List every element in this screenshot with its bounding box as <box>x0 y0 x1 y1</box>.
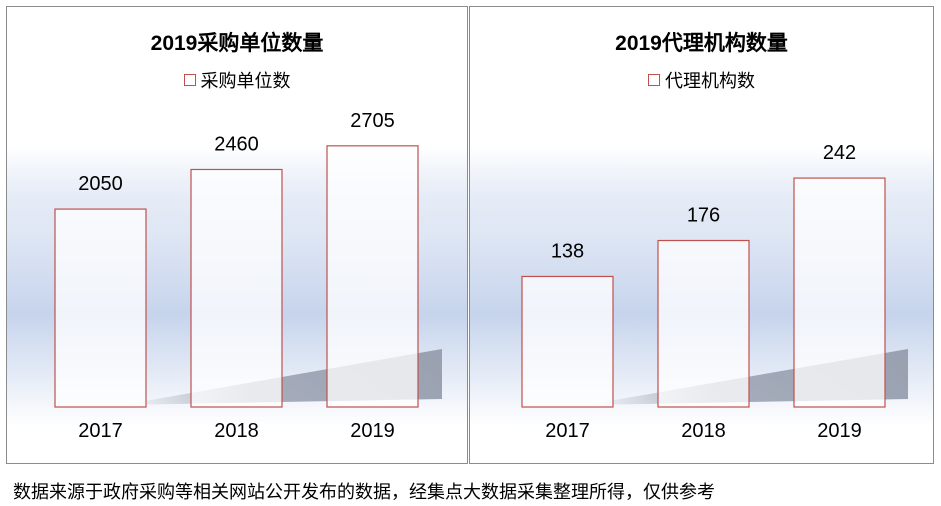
chart-legend: 代理机构数 <box>470 67 933 93</box>
legend-swatch <box>648 74 660 86</box>
x-tick-label: 2018 <box>214 420 259 442</box>
bar-2019 <box>326 145 419 408</box>
data-label: 176 <box>687 205 720 227</box>
legend-swatch <box>183 74 196 86</box>
chart-title: 2019代理机构数量 <box>615 32 788 55</box>
source-footnote: 数据来源于政府采购等相关网站公开发布的数据，经集点大数据采集整理所得，仅供参考 <box>13 482 715 503</box>
data-label: 2705 <box>350 110 395 132</box>
chart-panel-agencies: 2019代理机构数量 代理机构数 138 2017 176 2018 242 2019 <box>469 6 934 464</box>
data-label: 138 <box>551 240 584 262</box>
chart-legend: 采购单位数 <box>7 67 467 93</box>
bar-chart-agencies: 138 2017 176 2018 242 2019 <box>470 142 933 442</box>
data-label: 2050 <box>78 173 123 195</box>
data-label: 2460 <box>214 133 259 155</box>
data-label: 242 <box>823 142 856 164</box>
legend-label: 代理机构数 <box>665 71 755 92</box>
x-tick-label: 2019 <box>817 420 862 442</box>
chart-title: 2019采购单位数量 <box>150 32 324 55</box>
bar-2018 <box>657 239 750 408</box>
bar-2019 <box>793 177 886 408</box>
chart-panel-purchasing-units: 2019采购单位数量 采购单位数 2050 2017 2460 2018 2705 201… <box>6 6 468 464</box>
bar-2017 <box>521 275 614 408</box>
bar-chart-purchasing-units: 2050 2017 2460 2018 2705 2019 <box>7 110 467 442</box>
bar-2018 <box>190 168 283 408</box>
bar-2017 <box>54 208 147 408</box>
x-tick-label: 2017 <box>78 420 123 442</box>
x-tick-label: 2017 <box>545 420 590 442</box>
x-tick-label: 2019 <box>350 420 395 442</box>
legend-label: 采购单位数 <box>200 71 291 92</box>
x-tick-label: 2018 <box>681 420 726 442</box>
